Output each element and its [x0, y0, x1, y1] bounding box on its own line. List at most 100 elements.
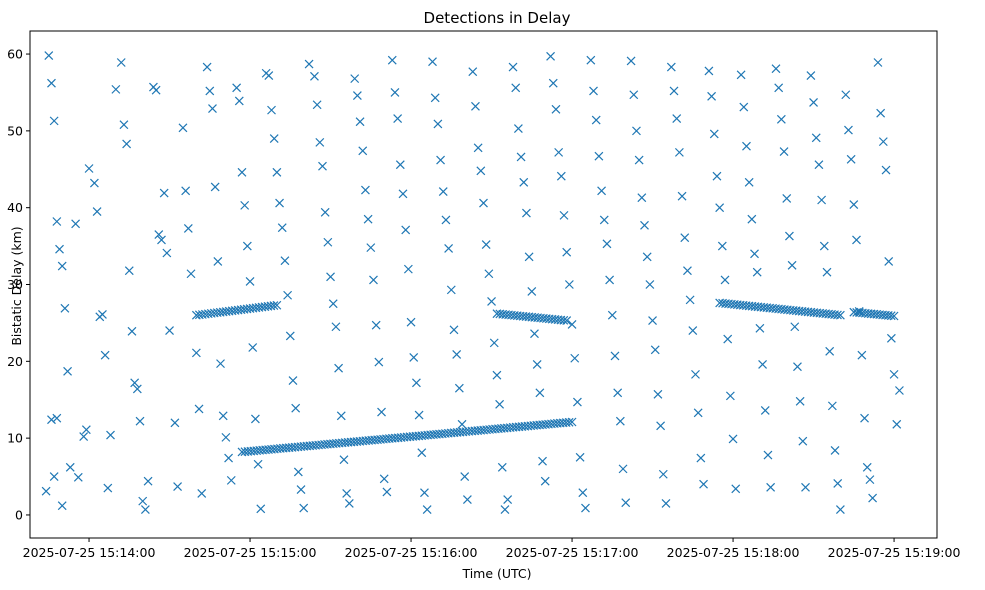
- data-point: [170, 418, 180, 428]
- data-point: [763, 450, 773, 460]
- data-point: [645, 280, 655, 289]
- data-point: [296, 485, 306, 495]
- data-point: [833, 479, 843, 488]
- data-point: [771, 64, 781, 74]
- data-point: [693, 408, 703, 418]
- data-point: [492, 370, 502, 380]
- data-point: [546, 51, 556, 61]
- data-point: [205, 86, 215, 96]
- data-point: [173, 482, 183, 491]
- data-point: [715, 203, 725, 213]
- data-point: [460, 472, 470, 481]
- data-point: [382, 487, 392, 497]
- data-point: [73, 472, 83, 482]
- data-point: [844, 125, 853, 135]
- data-point: [497, 462, 507, 472]
- data-point: [707, 91, 717, 101]
- data-point: [436, 155, 445, 165]
- data-point: [618, 464, 628, 474]
- x-tick-label: 2025-07-25 15:17:00: [506, 545, 639, 560]
- y-tick-label: 0: [15, 507, 23, 522]
- data-point: [886, 333, 896, 343]
- data-point: [430, 93, 440, 103]
- data-point: [417, 448, 427, 458]
- data-point: [567, 320, 577, 329]
- data-point: [798, 436, 808, 446]
- x-tick-label: 2025-07-25 15:19:00: [828, 545, 961, 560]
- data-point: [288, 376, 298, 385]
- data-point: [272, 300, 282, 310]
- data-point: [132, 384, 142, 394]
- data-point: [750, 249, 759, 259]
- data-point: [795, 396, 805, 406]
- data-point: [779, 147, 789, 157]
- data-point: [191, 348, 201, 358]
- y-tick-label: 50: [7, 123, 23, 138]
- y-tick-label: 60: [7, 47, 23, 62]
- data-point: [272, 167, 282, 177]
- data-point: [344, 499, 354, 508]
- data-point: [138, 496, 148, 506]
- data-point: [449, 325, 459, 335]
- data-point: [758, 359, 768, 369]
- data-point: [656, 421, 666, 431]
- data-point: [626, 56, 636, 66]
- data-point: [428, 57, 437, 67]
- data-point: [202, 62, 212, 72]
- data-point: [165, 326, 174, 336]
- data-point: [554, 147, 564, 157]
- data-point: [892, 419, 902, 429]
- data-point: [342, 489, 352, 498]
- data-point: [704, 66, 714, 76]
- data-point: [484, 269, 494, 279]
- data-point: [350, 74, 360, 84]
- data-point: [849, 200, 859, 210]
- data-point: [594, 151, 604, 161]
- data-point: [640, 220, 649, 230]
- x-axis: 2025-07-25 15:14:00 2025-07-25 15:15:00 20…: [23, 538, 961, 560]
- data-point: [822, 267, 832, 277]
- data-point: [100, 350, 110, 360]
- data-point: [181, 186, 191, 196]
- data-point: [508, 62, 518, 72]
- data-point: [691, 369, 700, 379]
- data-point: [336, 411, 346, 421]
- data-point: [328, 299, 338, 309]
- data-point: [312, 100, 322, 110]
- data-point: [471, 101, 480, 111]
- y-tick-label: 10: [7, 431, 23, 446]
- data-point: [476, 166, 486, 176]
- data-point: [481, 240, 491, 249]
- data-point: [299, 503, 309, 513]
- data-point: [130, 378, 140, 388]
- data-point: [846, 154, 856, 164]
- data-point: [599, 215, 609, 225]
- data-point: [269, 301, 279, 311]
- data-point: [143, 476, 153, 486]
- data-point: [886, 311, 896, 321]
- data-point: [559, 210, 569, 220]
- data-point: [556, 171, 566, 181]
- data-point: [538, 456, 547, 466]
- data-point: [57, 261, 67, 271]
- data-point: [862, 462, 872, 472]
- data-point: [776, 114, 786, 124]
- data-point: [267, 105, 276, 115]
- data-point: [607, 310, 617, 320]
- data-point: [183, 223, 193, 233]
- data-point: [860, 413, 869, 423]
- data-point: [275, 198, 284, 208]
- data-point: [712, 171, 722, 181]
- data-point: [248, 343, 258, 352]
- data-point: [774, 83, 784, 93]
- data-point: [438, 187, 448, 196]
- data-point: [760, 406, 770, 415]
- data-point: [159, 188, 169, 198]
- data-point: [570, 353, 580, 363]
- data-point: [224, 453, 233, 463]
- data-point: [814, 160, 824, 170]
- y-axis-label: Bistatic Delay (km): [9, 226, 24, 345]
- data-point: [178, 123, 188, 133]
- data-point: [632, 126, 641, 136]
